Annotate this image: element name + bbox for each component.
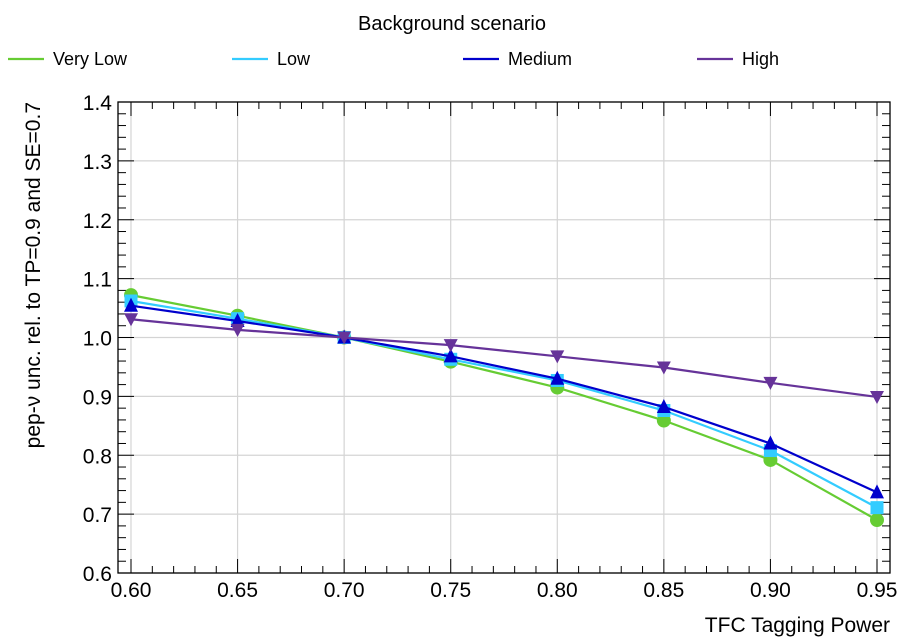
data-point [443,348,458,363]
data-point [337,331,352,345]
x-tick-label: 0.60 [111,579,152,602]
data-point [870,390,884,404]
legend: Background scenario Very Low Low Medium Hig… [8,13,779,69]
data-point [230,313,245,328]
series-line [130,304,878,494]
series-high [124,313,884,404]
y-tick-label: 1.3 [83,151,112,174]
x-tick-label: 0.75 [430,579,471,602]
x-tick-label: 0.70 [324,579,365,602]
data-point [763,435,778,450]
y-tick-label: 1.2 [83,210,112,233]
legend-label: Low [277,49,311,69]
y-tick-label: 0.6 [83,563,112,586]
data-point [124,297,138,312]
legend-title: Background scenario [358,13,546,35]
x-tick-label: 0.85 [643,579,684,602]
series-medium [124,297,884,499]
data-point [656,361,671,375]
legend-entry-very-low: Very Low [8,49,128,69]
series-line [130,299,878,509]
y-tick-label: 0.7 [83,504,112,527]
legend-label: Very Low [53,49,128,69]
x-axis-label: TFC Tagging Power [705,614,890,637]
legend-entry-high: High [697,49,779,69]
data-point [443,339,458,353]
legend-label: High [742,49,779,69]
grid-lines [118,101,890,574]
x-tick-label: 0.65 [217,579,258,602]
x-tick-label: 0.90 [750,579,791,602]
x-tick-label: 0.95 [857,579,898,602]
data-point [124,313,138,327]
data-point [550,350,565,364]
data-point [230,323,245,337]
y-tick-label: 1.0 [83,328,112,351]
legend-label: Medium [508,49,572,69]
data-point [870,513,884,528]
legend-entry-low: Low [232,49,311,69]
legend-entry-medium: Medium [463,49,572,69]
data-series [124,288,884,528]
tick-labels: 0.60 0.65 0.70 0.75 0.80 0.85 0.90 0.95 0.6 0.7 0.… [83,92,898,602]
data-point [656,398,671,413]
data-point [763,376,778,390]
series-line [130,294,878,521]
data-point [656,413,671,428]
y-tick-label: 0.9 [83,386,112,409]
y-tick-label: 1.4 [83,92,113,115]
data-point [550,370,565,385]
series-line [130,318,878,399]
data-point [870,501,884,515]
y-tick-label: 1.1 [83,269,112,292]
x-tick-label: 0.80 [537,579,578,602]
data-point [870,484,884,499]
y-axis-label: pep-ν unc. rel. to TP=0.9 and SE=0.7 [22,102,45,448]
y-tick-label: 0.8 [83,445,112,468]
axis-ticks [118,101,890,574]
